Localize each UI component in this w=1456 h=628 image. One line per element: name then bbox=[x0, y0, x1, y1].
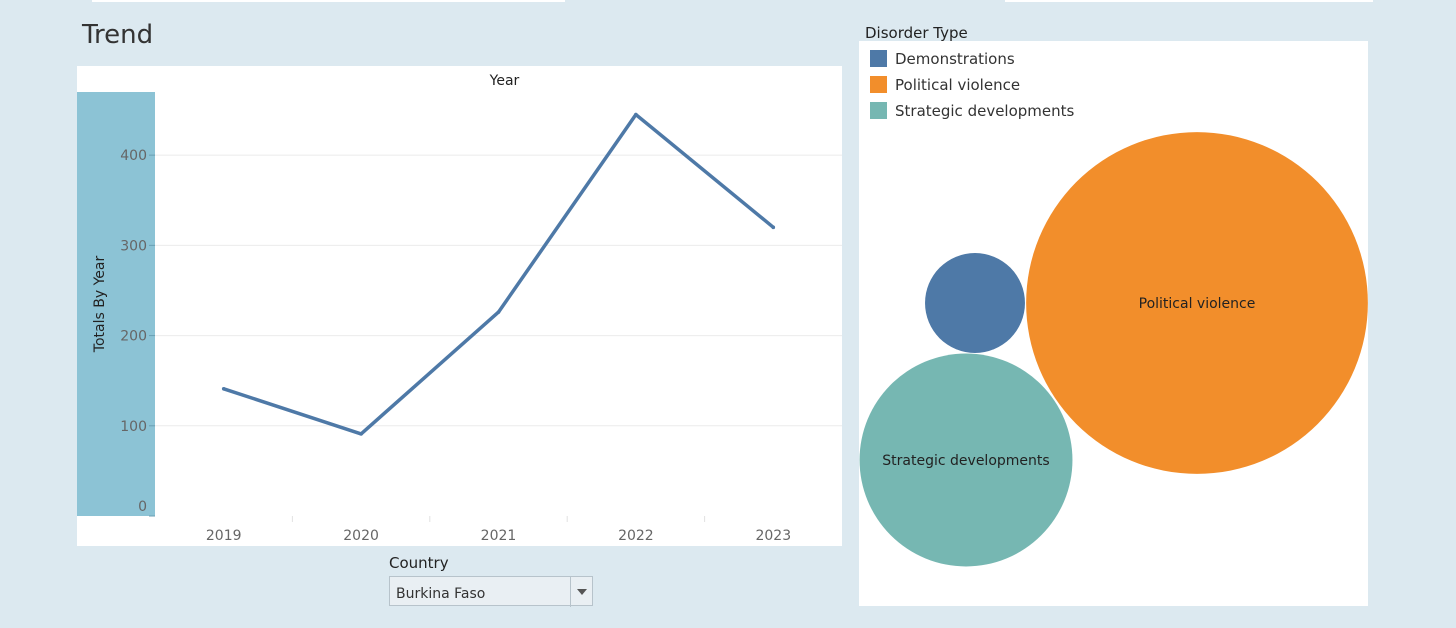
chevron-down-icon[interactable] bbox=[577, 589, 587, 595]
top-axis-label: Year bbox=[489, 73, 520, 89]
y-tick-label: 200 bbox=[120, 329, 147, 345]
legend-swatch bbox=[870, 102, 887, 119]
y-tick-label: 0 bbox=[138, 499, 147, 515]
data-point bbox=[359, 432, 363, 436]
bubble-label: Political violence bbox=[1139, 296, 1256, 312]
data-point bbox=[771, 225, 776, 230]
y-tick-label: 100 bbox=[120, 419, 147, 435]
trend-chart-panel: Year Totals By Year 0 100 200 300 400 2019 2020 2… bbox=[77, 66, 842, 546]
data-point bbox=[221, 387, 226, 391]
legend-label: Political violence bbox=[895, 76, 1021, 94]
data-point bbox=[634, 112, 638, 117]
trend-line bbox=[223, 112, 775, 436]
legend-title: Disorder Type bbox=[865, 24, 968, 42]
trend-line-chart: Year Totals By Year 0 100 200 300 400 2019 2020 2… bbox=[77, 73, 842, 544]
legend-swatch bbox=[870, 50, 887, 67]
x-tick-label: 2023 bbox=[755, 528, 791, 544]
bubble-chart-panel: Political violence Strategic developments bbox=[859, 41, 1368, 606]
bubble-political-violence bbox=[1026, 132, 1368, 474]
x-tick-label: 2021 bbox=[481, 528, 517, 544]
legend-label: Demonstrations bbox=[895, 50, 1015, 68]
disorder-bubble-chart: Political violence Strategic developments bbox=[859, 132, 1368, 567]
y-tick-label: 400 bbox=[120, 148, 147, 164]
y-tick-label: 300 bbox=[120, 238, 147, 254]
x-tick-label: 2022 bbox=[618, 528, 654, 544]
legend-swatch bbox=[870, 76, 887, 93]
country-filter-label: Country bbox=[389, 554, 449, 572]
country-dropdown[interactable]: Burkina Faso bbox=[389, 576, 593, 607]
x-tick-label: 2019 bbox=[206, 528, 242, 544]
top-strip-left bbox=[92, 0, 565, 2]
legend-label: Strategic developments bbox=[895, 102, 1075, 120]
section-title: Trend bbox=[82, 20, 154, 50]
bubble-demonstrations bbox=[925, 253, 1025, 353]
x-tick-label: 2020 bbox=[343, 528, 379, 544]
y-axis-band bbox=[77, 92, 155, 516]
y-axis-title: Totals By Year bbox=[92, 256, 108, 354]
bubble-strategic-developments bbox=[859, 353, 1073, 567]
data-point bbox=[496, 310, 501, 314]
country-dropdown-value: Burkina Faso bbox=[396, 586, 486, 602]
top-strip-right bbox=[1005, 0, 1373, 2]
dropdown-divider bbox=[570, 577, 571, 607]
bubble-label: Strategic developments bbox=[882, 453, 1049, 469]
